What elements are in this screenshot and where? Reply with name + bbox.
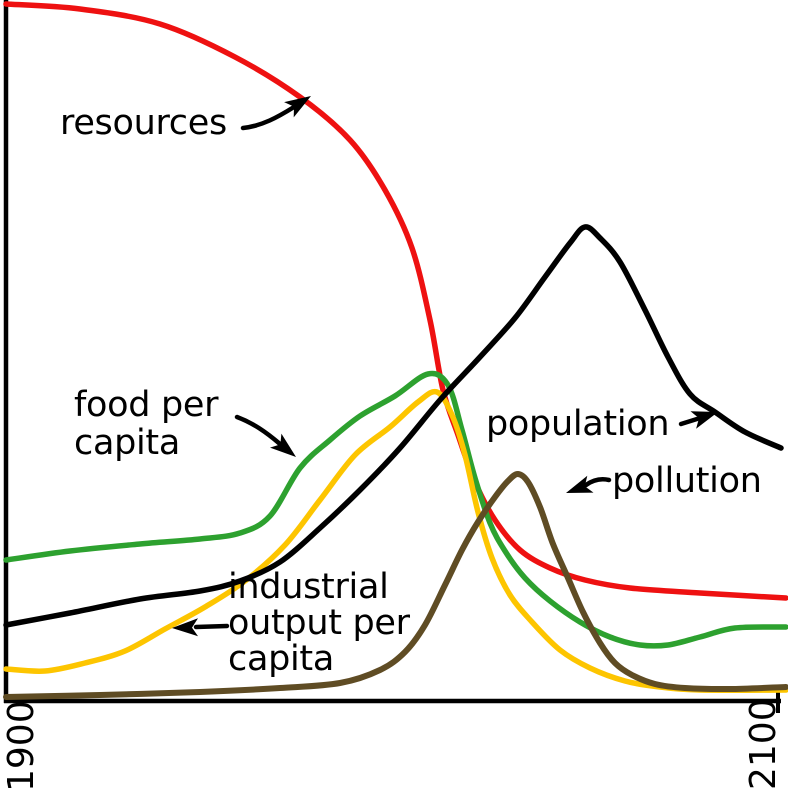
food-arrow-shaft bbox=[234, 414, 283, 447]
curve-resources bbox=[3, 1, 788, 601]
curve-population bbox=[3, 224, 784, 628]
population-arrow-shaft bbox=[678, 416, 700, 427]
curve-industrial-output-per-capita bbox=[3, 388, 788, 693]
x-axis-label-1900: 1900 bbox=[1, 700, 42, 792]
label-population: population bbox=[486, 404, 670, 444]
label-food-line-2: capita bbox=[74, 423, 181, 463]
pollution-arrow-head-icon bbox=[566, 475, 594, 493]
label-food-line-1: food per bbox=[74, 385, 219, 425]
curve-pollution bbox=[3, 471, 788, 700]
population-arrow-head-icon bbox=[690, 411, 718, 429]
label-industrial-output-per-capita: industrial output per capita bbox=[228, 569, 410, 677]
label-resources: resources bbox=[60, 103, 227, 143]
pollution-arrow-shaft bbox=[583, 476, 612, 488]
resources-arrow-shaft bbox=[240, 104, 297, 131]
x-axis-label-2100: 2100 bbox=[743, 698, 784, 790]
food-arrow-head-icon bbox=[270, 433, 296, 457]
industrial-arrow-head-icon bbox=[172, 618, 198, 637]
label-industrial-line-3: capita bbox=[228, 639, 335, 679]
label-pollution: pollution bbox=[612, 461, 762, 501]
label-industrial-line-2: output per bbox=[228, 603, 410, 643]
resources-arrow-head-icon bbox=[284, 96, 311, 118]
label-industrial-line-1: industrial bbox=[228, 567, 389, 607]
curve-food-per-capita bbox=[3, 370, 788, 649]
industrial-arrow-shaft bbox=[193, 623, 230, 630]
label-food-per-capita: food per capita bbox=[74, 385, 219, 463]
